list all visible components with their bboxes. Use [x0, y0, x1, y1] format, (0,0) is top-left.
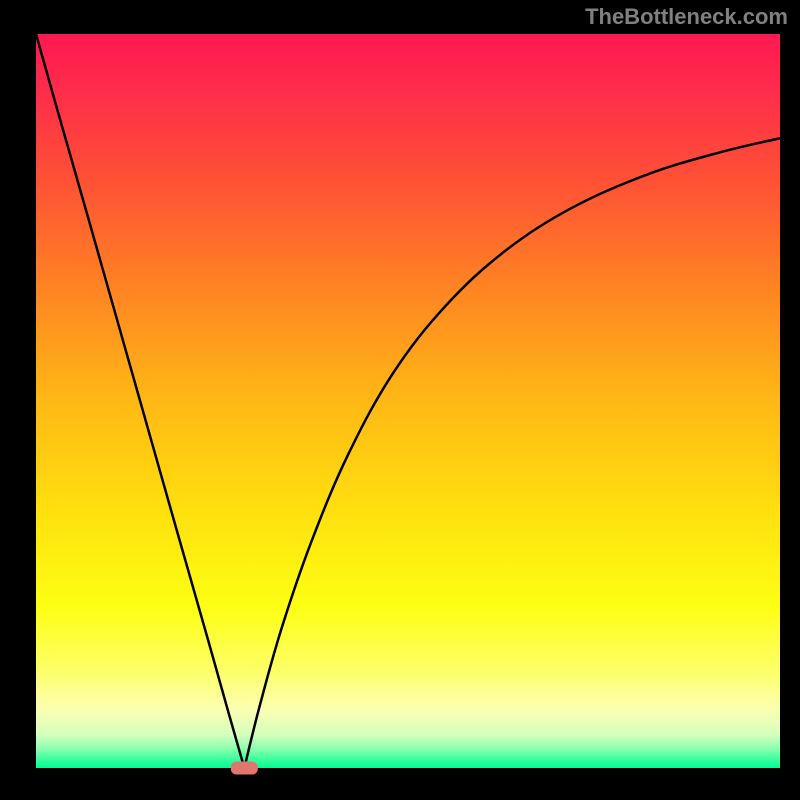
- watermark-text: TheBottleneck.com: [585, 4, 788, 30]
- cusp-marker: [231, 762, 257, 774]
- chart-canvas: TheBottleneck.com: [0, 0, 800, 800]
- bottleneck-chart: [0, 0, 800, 800]
